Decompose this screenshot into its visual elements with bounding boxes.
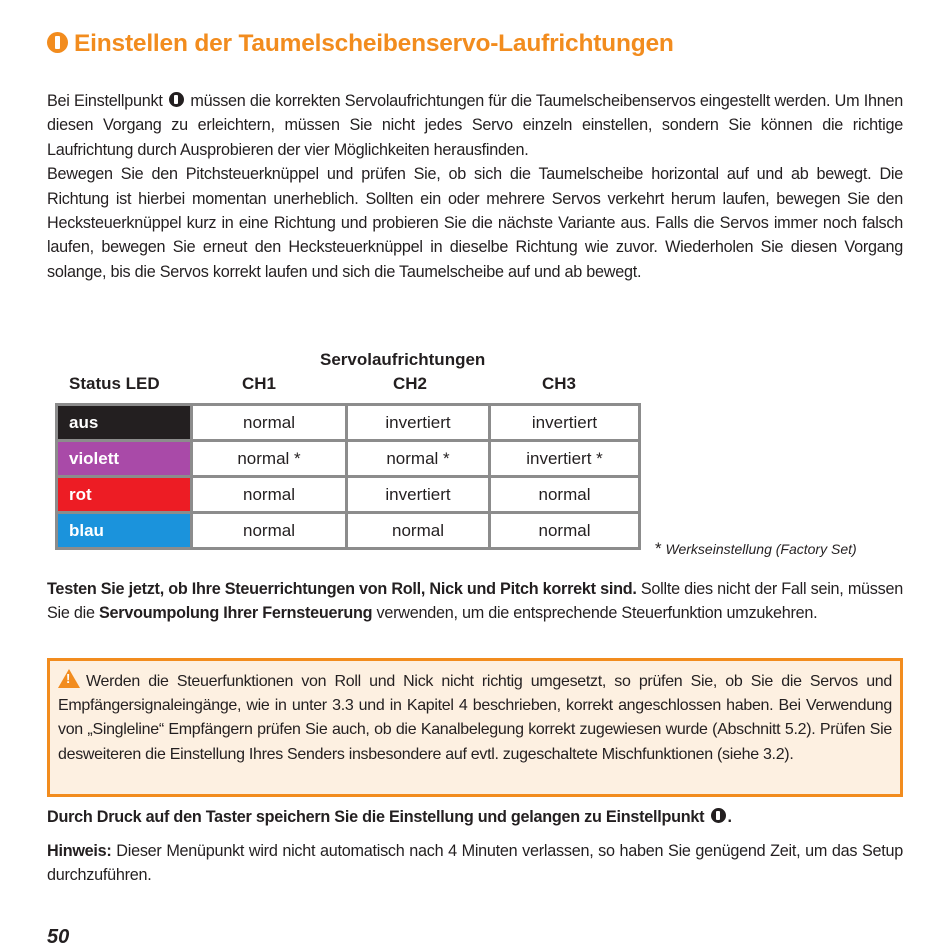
- test-paragraph: Testen Sie jetzt, ob Ihre Steuerrichtung…: [47, 580, 903, 623]
- section-title: Einstellen der Taumelscheibenservo-Laufr…: [47, 30, 674, 58]
- step-i-icon: [168, 92, 184, 107]
- ch1-cell: normal: [190, 475, 348, 514]
- table-row: aus normal invertiert invertiert: [55, 403, 641, 442]
- ch3-cell: invertiert: [488, 403, 641, 442]
- ch2-cell: normal *: [345, 439, 491, 478]
- table-header-ch1: CH1: [242, 374, 277, 393]
- ch2-cell: normal: [345, 511, 491, 550]
- table-header-ch2: CH2: [393, 374, 428, 393]
- status-led-cell: aus: [55, 403, 193, 442]
- servo-direction-table: aus normal invertiert invertiert violett norm…: [55, 403, 641, 550]
- table-group-header: Servolaufrichtungen: [320, 350, 486, 369]
- ch1-cell: normal *: [190, 439, 348, 478]
- table-row: blau normal normal normal: [55, 511, 641, 550]
- ch1-cell: normal: [190, 511, 348, 550]
- save-instruction: Durch Druck auf den Taster speichern Sie…: [47, 808, 732, 826]
- ch2-cell: invertiert: [345, 475, 491, 514]
- footnote: * Werkseinstellung (Factory Set): [655, 539, 857, 558]
- intro-paragraph-1: Bei Einstellpunkt müssen die korrekten S…: [47, 92, 903, 159]
- ch3-cell: normal: [488, 511, 641, 550]
- intro-paragraph-2: Bewegen Sie den Pitchsteuerknüppel und p…: [47, 165, 903, 281]
- status-led-cell: rot: [55, 475, 193, 514]
- section-title-text: Einstellen der Taumelscheibenservo-Laufr…: [74, 30, 674, 57]
- warning-icon: [58, 669, 80, 688]
- status-led-cell: violett: [55, 439, 193, 478]
- step-j-icon: [710, 808, 726, 823]
- ch3-cell: normal: [488, 475, 641, 514]
- ch1-cell: normal: [190, 403, 348, 442]
- intro-text: Bei Einstellpunkt müssen die korrekten S…: [47, 89, 903, 284]
- ch2-cell: invertiert: [345, 403, 491, 442]
- warning-box: Werden die Steuerfunktionen von Roll und…: [47, 658, 903, 797]
- note-paragraph: Hinweis: Dieser Menüpunkt wird nicht aut…: [47, 842, 903, 885]
- status-led-cell: blau: [55, 511, 193, 550]
- table-header-status-led: Status LED: [69, 374, 160, 393]
- table-row: violett normal * normal * invertiert *: [55, 439, 641, 478]
- ch3-cell: invertiert *: [488, 439, 641, 478]
- step-i-icon: [47, 32, 68, 53]
- table-header-ch3: CH3: [542, 374, 577, 393]
- table-row: rot normal invertiert normal: [55, 475, 641, 514]
- page-number: 50: [47, 926, 70, 948]
